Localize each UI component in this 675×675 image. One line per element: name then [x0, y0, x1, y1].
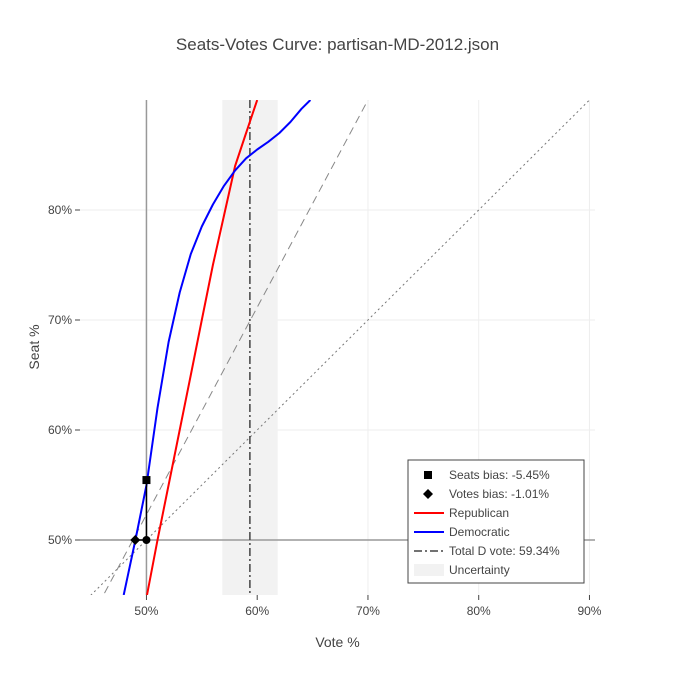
- legend-swatch-diamond: [423, 489, 433, 499]
- tick-labels: 50% 60% 70% 80% 90% 50% 60% 70% 80%: [48, 203, 602, 618]
- y-tick-label: 60%: [48, 423, 72, 437]
- legend-label: Votes bias: -1.01%: [449, 487, 549, 501]
- x-tick-label: 80%: [467, 604, 491, 618]
- reference-line-dashed: [102, 100, 369, 595]
- x-tick-label: 50%: [134, 604, 158, 618]
- series-line-republican: [146, 100, 259, 595]
- series-lines: [122, 100, 312, 595]
- bias-markers: [130, 476, 151, 545]
- center-point-marker: [142, 536, 151, 544]
- series-line-democratic: [122, 100, 312, 595]
- legend-box: [407, 459, 585, 584]
- y-tick-label: 50%: [48, 533, 72, 547]
- legend-label: Democratic: [449, 525, 510, 539]
- legend-swatch-band: [414, 564, 444, 576]
- seats-bias-marker: [142, 476, 151, 485]
- reference-lines: [90, 100, 590, 595]
- legend-label: Total D vote: 59.34%: [449, 544, 560, 558]
- y-tick-label: 70%: [48, 313, 72, 327]
- legend-label: Uncertainty: [449, 563, 510, 577]
- y-tick-label: 80%: [48, 203, 72, 217]
- votes-bias-marker: [130, 535, 141, 545]
- legend-swatch-square: [424, 471, 432, 479]
- x-tick-label: 60%: [245, 604, 269, 618]
- legend-label: Republican: [449, 506, 509, 520]
- legend: Seats bias: -5.45% Votes bias: -1.01% Repu…: [407, 459, 585, 584]
- legend-label: Seats bias: -5.45%: [449, 468, 550, 482]
- y-axis-title: Seat %: [26, 324, 42, 369]
- x-tick-label: 70%: [356, 604, 380, 618]
- chart-title: Seats-Votes Curve: partisan-MD-2012.json: [176, 35, 499, 54]
- x-tick-label: 90%: [577, 604, 601, 618]
- x-axis-title: Vote %: [315, 634, 359, 650]
